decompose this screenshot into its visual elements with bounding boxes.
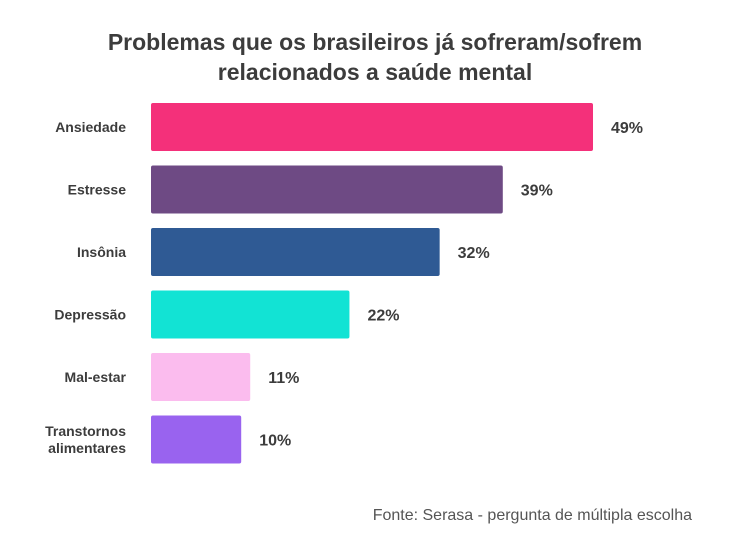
- category-label-line: Estresse: [68, 182, 127, 198]
- source-note: Fonte: Serasa - pergunta de múltipla esc…: [372, 507, 692, 524]
- bar-mal-estar: [151, 353, 251, 401]
- bar-depressao: [151, 290, 350, 339]
- category-label-insonia: Insônia: [77, 244, 126, 260]
- category-label-depressao: Depressão: [54, 307, 126, 323]
- category-label-line: Depressão: [54, 307, 126, 323]
- value-label-depressao: 22%: [367, 308, 399, 325]
- value-label-transtornos-alimentares: 10%: [259, 433, 291, 450]
- chart-title-line-1: Problemas que os brasileiros já sofreram…: [107, 29, 643, 55]
- category-label-line: alimentares: [48, 440, 126, 456]
- category-label-line: Insônia: [77, 244, 126, 260]
- chart-title-line-2: relacionados a saúde mental: [217, 59, 533, 85]
- category-label-line: Ansiedade: [55, 119, 126, 135]
- category-label-mal-estar: Mal-estar: [65, 369, 127, 385]
- value-label-mal-estar: 11%: [268, 370, 299, 387]
- category-label-line: Transtornos: [45, 423, 126, 439]
- bar-insonia: [151, 228, 440, 276]
- value-label-ansiedade: 49%: [611, 120, 643, 137]
- category-label-transtornos-alimentares: Transtornos alimentares: [45, 423, 126, 456]
- category-label-estresse: Estresse: [68, 182, 127, 198]
- bar-ansiedade: [151, 103, 593, 151]
- bar-estresse: [151, 165, 503, 214]
- value-label-insonia: 32%: [458, 245, 490, 262]
- category-label-line: Mal-estar: [65, 369, 127, 385]
- bar-transtornos-alimentares: [151, 415, 242, 464]
- category-label-ansiedade: Ansiedade: [55, 119, 126, 135]
- value-label-estresse: 39%: [521, 183, 553, 200]
